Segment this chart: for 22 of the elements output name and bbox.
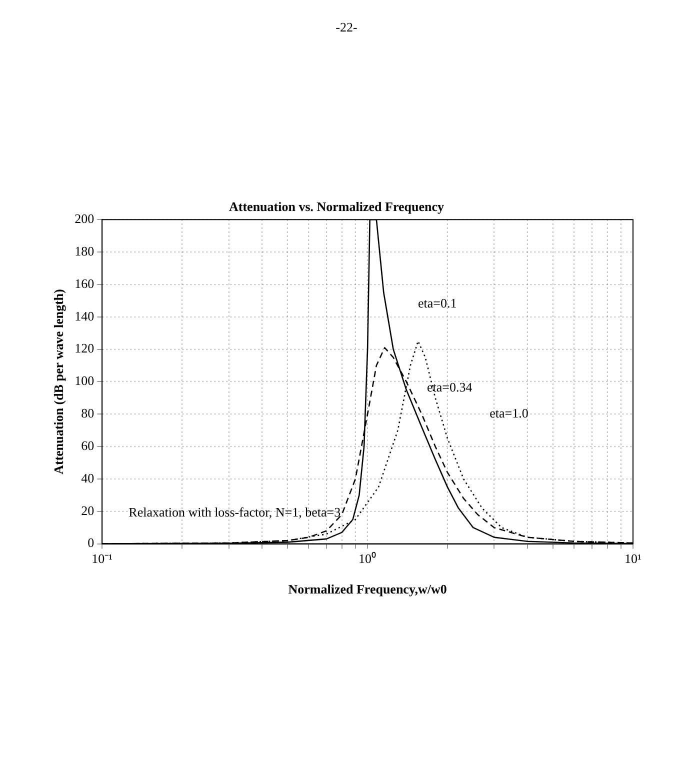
y-tick-label: 100 (74, 373, 94, 388)
y-axis-title: Attenuation (dB per wave length) (51, 289, 66, 474)
y-tick-label: 20 (81, 502, 94, 518)
y-tick-label: 200 (74, 211, 94, 226)
x-tick-label: 10¹ (624, 551, 642, 566)
y-tick-label: 160 (74, 276, 94, 291)
y-tick-label: 80 (81, 406, 94, 421)
x-tick-label: 10⁰ (358, 551, 377, 566)
y-tick-label: 40 (81, 470, 94, 486)
annotation: eta=0.34 (427, 380, 473, 395)
annotation: Relaxation with loss-factor, N=1, beta=3 (128, 504, 341, 520)
y-tick-label: 180 (74, 243, 94, 258)
chart-title: Attenuation vs. Normalized Frequency (229, 199, 444, 214)
annotation: eta=0.1 (418, 295, 457, 310)
y-tick-label: 60 (81, 438, 94, 453)
x-axis-title: Normalized Frequency,w/w0 (288, 582, 447, 597)
y-tick-label: 0 (88, 535, 94, 550)
y-tick-label: 120 (74, 340, 94, 356)
x-tick-label: 10⁻¹ (92, 551, 113, 566)
annotation: eta=1.0 (490, 406, 528, 421)
y-tick-label: 140 (74, 308, 94, 324)
text: -22- (336, 19, 358, 34)
